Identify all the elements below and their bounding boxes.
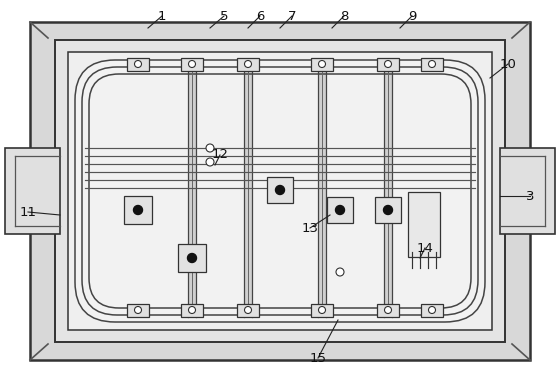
Bar xyxy=(55,40,505,342)
Bar xyxy=(181,58,203,71)
Bar xyxy=(237,58,259,71)
Bar xyxy=(5,148,60,234)
Circle shape xyxy=(428,60,436,68)
Bar xyxy=(384,71,393,317)
Circle shape xyxy=(319,306,325,314)
Bar xyxy=(267,177,293,203)
Bar xyxy=(127,58,149,71)
Circle shape xyxy=(134,60,142,68)
Bar xyxy=(408,192,440,257)
Circle shape xyxy=(336,268,344,276)
Bar xyxy=(188,71,197,317)
Text: 14: 14 xyxy=(417,241,433,254)
Text: 10: 10 xyxy=(500,58,516,71)
Text: 11: 11 xyxy=(20,206,36,219)
Text: 15: 15 xyxy=(310,351,326,364)
Text: 13: 13 xyxy=(301,222,319,235)
Text: 9: 9 xyxy=(408,10,416,23)
Bar xyxy=(127,304,149,317)
Bar xyxy=(311,304,333,317)
Bar xyxy=(327,197,353,223)
Bar xyxy=(181,304,203,317)
Circle shape xyxy=(276,186,284,194)
Bar xyxy=(237,304,259,317)
Circle shape xyxy=(206,158,214,166)
Bar xyxy=(421,304,443,317)
Bar xyxy=(68,52,492,330)
Text: 3: 3 xyxy=(526,189,534,202)
Circle shape xyxy=(188,254,197,262)
Circle shape xyxy=(189,60,195,68)
Text: 1: 1 xyxy=(158,10,166,23)
Bar xyxy=(244,71,253,317)
Text: 8: 8 xyxy=(340,10,348,23)
Bar xyxy=(377,58,399,71)
Bar xyxy=(311,58,333,71)
Circle shape xyxy=(245,60,251,68)
Bar xyxy=(377,304,399,317)
Bar xyxy=(178,244,206,272)
FancyBboxPatch shape xyxy=(75,60,485,322)
Text: 12: 12 xyxy=(212,149,228,162)
Bar xyxy=(375,197,401,223)
Bar xyxy=(124,196,152,224)
Text: 7: 7 xyxy=(288,10,296,23)
Circle shape xyxy=(428,306,436,314)
Circle shape xyxy=(319,60,325,68)
Circle shape xyxy=(385,306,391,314)
Circle shape xyxy=(133,206,142,215)
Circle shape xyxy=(245,306,251,314)
Circle shape xyxy=(206,144,214,152)
Circle shape xyxy=(385,60,391,68)
Bar xyxy=(30,22,530,360)
Bar xyxy=(318,71,327,317)
Bar xyxy=(421,58,443,71)
Circle shape xyxy=(335,206,344,215)
Bar xyxy=(500,148,555,234)
Text: 6: 6 xyxy=(256,10,264,23)
Circle shape xyxy=(189,306,195,314)
Text: 5: 5 xyxy=(220,10,228,23)
Circle shape xyxy=(134,306,142,314)
Circle shape xyxy=(384,206,393,215)
